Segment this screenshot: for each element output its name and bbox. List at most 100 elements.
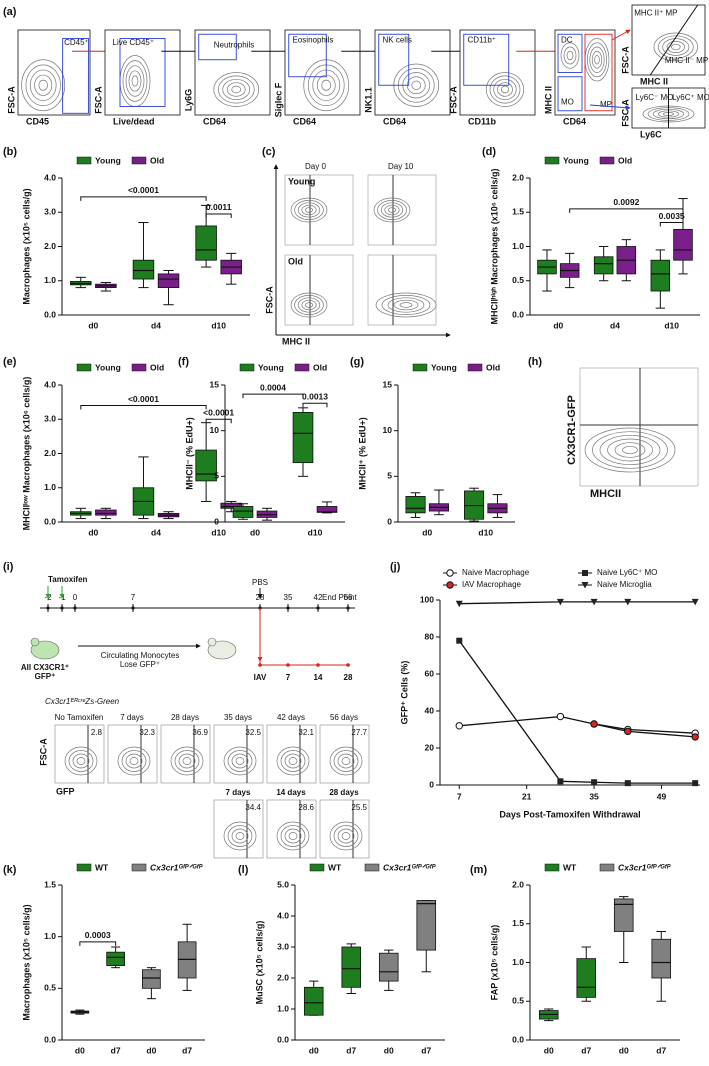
contour — [329, 821, 363, 851]
panel-label: (m) — [470, 864, 487, 876]
legend-swatch — [467, 363, 483, 372]
marker — [557, 778, 564, 785]
axis-label: Ly6C — [640, 129, 662, 139]
mouse-caption: GFP⁺ — [35, 672, 56, 681]
box — [378, 952, 399, 982]
y-tick-label: 0.5 — [512, 996, 524, 1006]
contour — [329, 746, 363, 776]
contour — [131, 75, 139, 87]
p-value: 0.0004 — [260, 382, 286, 392]
gate-label: Ly6C⁻ MO — [636, 93, 674, 102]
contour — [587, 42, 607, 78]
x-tick-label: 35 — [589, 791, 599, 801]
x-tick-label: d7 — [346, 1045, 356, 1055]
contour — [64, 746, 98, 776]
y-tick-label: 10 — [210, 425, 220, 435]
contour — [622, 445, 638, 455]
plot-label: 28 days — [329, 788, 359, 797]
contour — [594, 55, 600, 65]
legend-swatch — [131, 363, 147, 372]
contour — [493, 78, 517, 101]
marker — [691, 733, 699, 741]
legend-swatch — [131, 863, 147, 872]
box — [613, 898, 634, 932]
bracket — [79, 941, 117, 946]
contour — [34, 74, 53, 96]
y-tick-label: 0.0 — [44, 516, 56, 526]
timepoint — [316, 606, 320, 610]
p-value: 0.0035 — [659, 211, 685, 221]
contour — [231, 828, 249, 844]
box — [292, 411, 314, 464]
bracket — [205, 213, 232, 218]
bracket — [242, 393, 304, 399]
y-tick-label: 1.0 — [44, 931, 56, 941]
percent: 28.6 — [298, 803, 314, 812]
y-tick-label: 20 — [425, 742, 435, 752]
legend-label: Old — [150, 155, 164, 165]
contour — [213, 72, 260, 107]
end-label: End Point — [322, 593, 357, 602]
y-tick-label: 3.0 — [277, 941, 289, 951]
x-tick-label: d7 — [182, 1045, 192, 1055]
plot-label: 7 days — [226, 788, 251, 797]
panel-label: (g) — [350, 356, 364, 368]
contour — [122, 60, 148, 102]
contour — [333, 825, 359, 847]
column-label: Day 10 — [388, 162, 414, 171]
series-line — [458, 640, 696, 784]
p-value: <0.0001 — [128, 185, 159, 195]
legend-label: WT — [563, 862, 577, 872]
timepoint — [73, 606, 77, 610]
gate-label: CD45⁺ — [64, 38, 89, 47]
marker — [556, 598, 564, 606]
contour — [592, 431, 668, 469]
percent: 27.7 — [351, 728, 367, 737]
p-value: 0.0003 — [85, 930, 111, 940]
y-tick-label: 4.0 — [44, 379, 56, 389]
x-tick-label: d7 — [111, 1045, 121, 1055]
x-tick-label: d7 — [421, 1045, 431, 1055]
contour — [288, 832, 298, 840]
contour — [68, 750, 94, 772]
y-tick-label: 40 — [425, 705, 435, 715]
contour — [125, 753, 143, 769]
legend-label: Young — [431, 362, 457, 372]
legend-label: Old — [313, 362, 327, 372]
box — [303, 986, 324, 1016]
contour — [280, 825, 306, 847]
contour — [227, 825, 253, 847]
x-tick-label: d0 — [309, 1045, 319, 1055]
p-value: <0.0001 — [203, 408, 234, 418]
box — [593, 256, 614, 275]
mouse-icon — [30, 640, 60, 660]
y-tick-label: 5 — [387, 471, 392, 481]
contour — [321, 79, 332, 91]
legend-swatch — [76, 363, 92, 372]
y-tick-label: 80 — [425, 631, 435, 641]
contour — [294, 295, 324, 315]
axis-label: FSC-A — [93, 86, 103, 114]
plot-frame — [459, 29, 536, 116]
box — [341, 946, 362, 988]
mouse-caption: All CX3CR1⁺ — [21, 663, 69, 672]
flow-plot — [213, 799, 264, 859]
contour — [284, 828, 302, 844]
axis-label: Macrophages (x10⁵ cells/g) — [21, 904, 31, 1020]
day-label: 7 — [131, 593, 136, 602]
day-label: 56 — [344, 593, 353, 602]
x-tick-label: 7 — [457, 791, 462, 801]
percent: 32.1 — [298, 728, 314, 737]
x-tick-label: d10 — [211, 320, 226, 330]
box — [416, 900, 437, 951]
contour — [666, 41, 685, 53]
axis-label: Live/dead — [113, 116, 155, 126]
contour — [377, 200, 407, 220]
legend-label: Young — [258, 362, 284, 372]
contour — [333, 750, 359, 772]
contour — [25, 64, 61, 106]
axis-label: FSC-A — [264, 286, 274, 314]
legend-swatch — [599, 156, 615, 165]
legend-label: Old — [486, 362, 500, 372]
contour — [662, 38, 690, 56]
